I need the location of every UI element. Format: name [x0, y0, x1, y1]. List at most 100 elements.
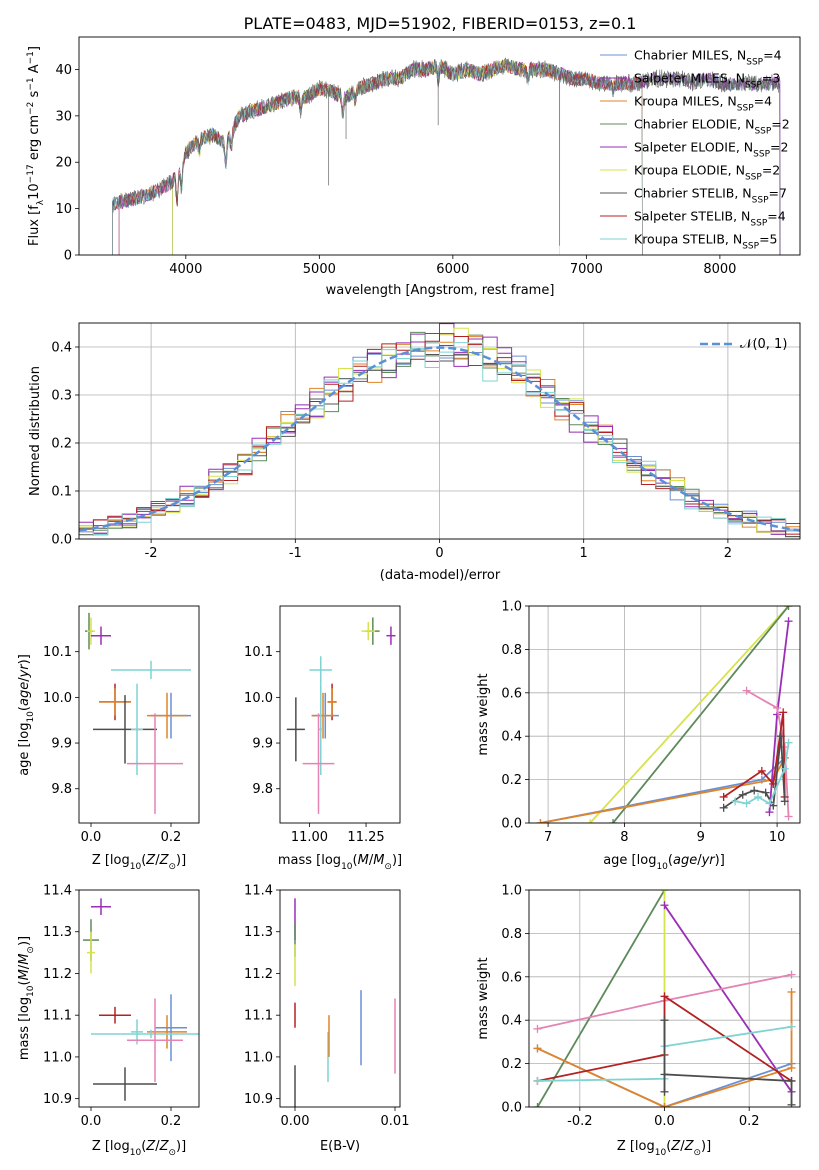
label-part: =4: [763, 48, 781, 63]
plot-area: [286, 617, 396, 814]
axes-frame: [78, 889, 200, 1108]
label-part: −1: [26, 51, 36, 64]
x-tick-label: 0.00: [281, 1114, 310, 1129]
model-spectrum: [118, 59, 781, 255]
label-part: SSP: [750, 219, 767, 229]
model-spectrum: [112, 59, 781, 255]
label-part: =2: [770, 140, 788, 155]
x-tick-label: 0.01: [381, 1114, 410, 1129]
label-part: −17: [26, 164, 36, 183]
label-part: SSP: [745, 173, 762, 183]
label-part: Salpeter STELIB, N: [634, 209, 750, 224]
x-axis-label: (data-model)/error: [380, 568, 501, 583]
y-tick-label: 0.4: [51, 341, 72, 356]
y-tick-label: 11.4: [43, 884, 72, 899]
label-part: mass [log: [278, 853, 341, 868]
y-tick-label: 10: [55, 202, 72, 217]
label-part: Z: [684, 1139, 695, 1154]
label-part: M: [373, 853, 384, 868]
y-tick-label: 0.0: [501, 1101, 522, 1116]
legend-label: 𝒩(0, 1): [740, 337, 787, 352]
plot-area: [79, 323, 800, 538]
y-tick-label: 0: [64, 249, 72, 264]
y-tick-label: 11.0: [244, 1050, 273, 1065]
x-tick-label: 8: [620, 830, 628, 845]
x-axis-label: Z [log10(Z/Z⊙)]: [617, 1139, 711, 1158]
label-part: 10: [655, 1148, 667, 1158]
x-tick-label: -1: [289, 546, 302, 561]
label-part: Salpeter MILES, N: [634, 71, 745, 86]
label-part: 10: [27, 183, 42, 200]
y-tick-label: 11.3: [43, 925, 72, 940]
label-part: )]: [176, 1139, 186, 1154]
label-part: ]: [27, 46, 42, 51]
label-part: Chabrier ELODIE, N: [634, 117, 754, 132]
label-part: =3: [762, 71, 780, 86]
plot-area: [536, 606, 793, 823]
label-part: Z: [145, 853, 156, 868]
y-tick-label: 9.8: [51, 782, 72, 797]
label-part: Kroupa ELODIE, N: [634, 163, 745, 178]
label-part: 10: [130, 1148, 142, 1158]
label-part: )]: [176, 853, 186, 868]
y-tick-label: 10.1: [244, 645, 273, 660]
label-part: Z: [670, 1139, 681, 1154]
label-part: (: [353, 853, 358, 868]
label-part: /: [369, 853, 374, 868]
x-tick-label: 11.00: [291, 830, 328, 845]
label-part: age [log: [17, 723, 32, 776]
label-part: ⊙: [168, 1148, 176, 1158]
axes-residuals: -2 -1 0 1 2 0.0 0.1 0.2 0.3 0.4 𝒩(0, 1) (data-model…: [28, 322, 801, 583]
label-part: (: [666, 1139, 671, 1154]
y-tick-label: 11.1: [244, 1009, 273, 1024]
weight-series: [536, 890, 666, 1107]
legend-label: Kroupa MILES, NSSP=4: [634, 94, 772, 114]
label-part: ⊙: [26, 946, 36, 954]
label-part: Kroupa STELIB, N: [634, 232, 742, 247]
model-spectrum: [112, 59, 643, 255]
label-part: SSP: [746, 58, 763, 68]
label-part: Z: [145, 1139, 156, 1154]
x-tick-label: -2: [145, 546, 158, 561]
label-part: 10: [26, 985, 36, 997]
y-tick-label: 0.4: [501, 1014, 522, 1029]
label-part: Z [log: [617, 1139, 655, 1154]
y-tick-label: 0.0: [51, 533, 72, 548]
y-tick-label: 0.0: [501, 817, 522, 832]
axes-spectrum: 4000 5000 6000 7000 8000 0 10 20 30 40 Chabrier MI…: [26, 36, 801, 298]
plot-area: [83, 898, 199, 1101]
figure-title: PLATE=0483, MJD=51902, FIBERID=0153, z=0…: [244, 14, 637, 33]
axes-frame: [528, 605, 801, 824]
label-part: ⊙: [384, 862, 392, 872]
label-part: SSP: [752, 196, 769, 206]
x-tick-label: 8000: [703, 262, 736, 277]
legend-label: Kroupa STELIB, NSSP=5: [634, 232, 778, 252]
label-part: Chabrier MILES, N: [634, 48, 746, 63]
legend-label: Salpeter ELODIE, NSSP=2: [634, 140, 788, 160]
y-tick-label: 0.2: [501, 1057, 522, 1072]
y-tick-label: 30: [55, 109, 72, 124]
label-part: (: [141, 1139, 146, 1154]
label-part: /: [155, 1139, 160, 1154]
y-axis-label: mass weight: [476, 957, 491, 1039]
y-tick-label: 0.8: [501, 927, 522, 942]
label-part: Chabrier STELIB, N: [634, 186, 752, 201]
y-tick-label: 0.2: [501, 773, 522, 788]
label-part: =4: [754, 94, 772, 109]
label-part: )]: [701, 1139, 711, 1154]
y-tick-label: 1.0: [501, 884, 522, 899]
x-tick-label: 4000: [169, 262, 202, 277]
x-axis-label: age [log10(age/yr)]: [603, 853, 725, 872]
y-axis-label: Normed distribution: [28, 366, 43, 496]
label-part: yr: [701, 853, 717, 868]
x-tick-label: 1: [580, 546, 588, 561]
x-tick-label: 0.0: [81, 1114, 102, 1129]
axes-age_vs_Z: 0.0 0.29.89.910.010.1Z [log10(Z/Z⊙)]age […: [17, 605, 200, 872]
y-tick-label: 0.2: [51, 437, 72, 452]
label-part: )]: [17, 654, 32, 664]
label-part: 10: [341, 862, 353, 872]
label-part: Z: [159, 1139, 170, 1154]
label-part: =7: [769, 186, 787, 201]
label-part: )]: [715, 853, 725, 868]
x-axis-label: Z [log10(Z/Z⊙)]: [92, 1139, 186, 1158]
